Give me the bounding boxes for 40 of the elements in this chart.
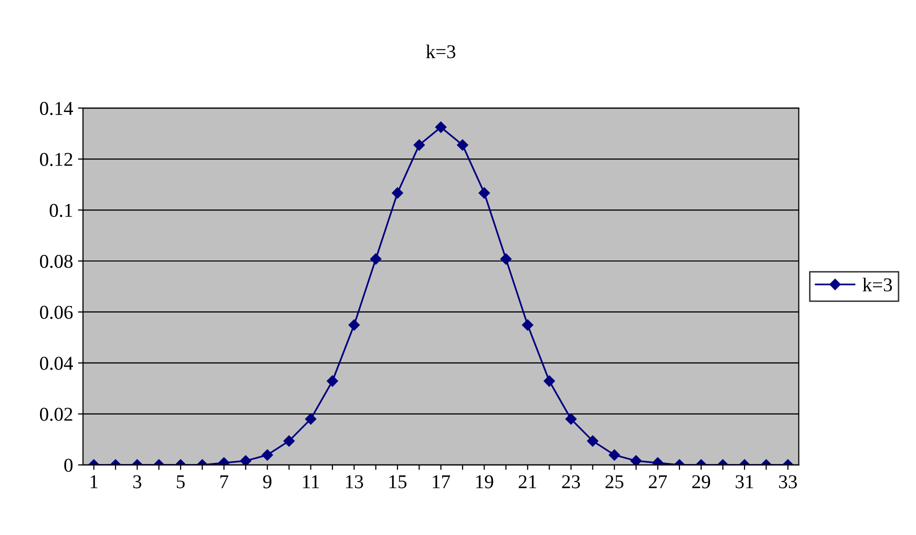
x-tick-label: 27: [648, 475, 667, 488]
point: [435, 122, 446, 133]
legend-label: k=3: [862, 278, 892, 292]
y-tick-label: 0.12: [40, 152, 72, 166]
point: [326, 375, 338, 387]
point: [500, 253, 512, 265]
x-tick-label: 19: [476, 475, 494, 488]
x-tick-label: 33: [779, 475, 797, 488]
x-tick-label: 21: [518, 475, 536, 488]
y-tick-label: 0.02: [40, 408, 72, 421]
x-tick-label: 31: [736, 475, 754, 488]
x-tick-label: 25: [606, 475, 624, 488]
point: [370, 253, 382, 265]
x-tick-label: 17: [432, 475, 450, 488]
point: [522, 319, 534, 331]
y-tick-label: 0.04: [40, 356, 73, 370]
chart-title: k=3: [426, 44, 456, 58]
y-tick-label: 0.08: [40, 254, 73, 268]
x-tick-label: 23: [562, 475, 580, 488]
point: [240, 455, 252, 465]
x-tick-label: 29: [692, 475, 710, 488]
y-tick-label: 0.06: [40, 306, 73, 320]
x-tick-label: 11: [303, 475, 319, 488]
point: [544, 375, 555, 387]
point: [478, 187, 490, 199]
x-tick-label: 13: [346, 475, 364, 488]
point: [456, 139, 468, 151]
point: [414, 139, 425, 151]
x-tick-label: 3: [133, 475, 142, 488]
y-tick-label: 0.14: [40, 102, 73, 116]
x-tick-label: 5: [176, 475, 185, 488]
point: [630, 455, 642, 465]
y-tick-label: 0: [64, 458, 73, 472]
y-tick-label: 0.1: [50, 204, 72, 218]
x-tick-label: 7: [220, 475, 228, 488]
x-tick-label: 1: [90, 475, 98, 488]
x-tick-label: 15: [389, 475, 406, 488]
point: [392, 187, 404, 199]
point: [348, 319, 360, 331]
x-tick-label: 9: [263, 475, 272, 488]
